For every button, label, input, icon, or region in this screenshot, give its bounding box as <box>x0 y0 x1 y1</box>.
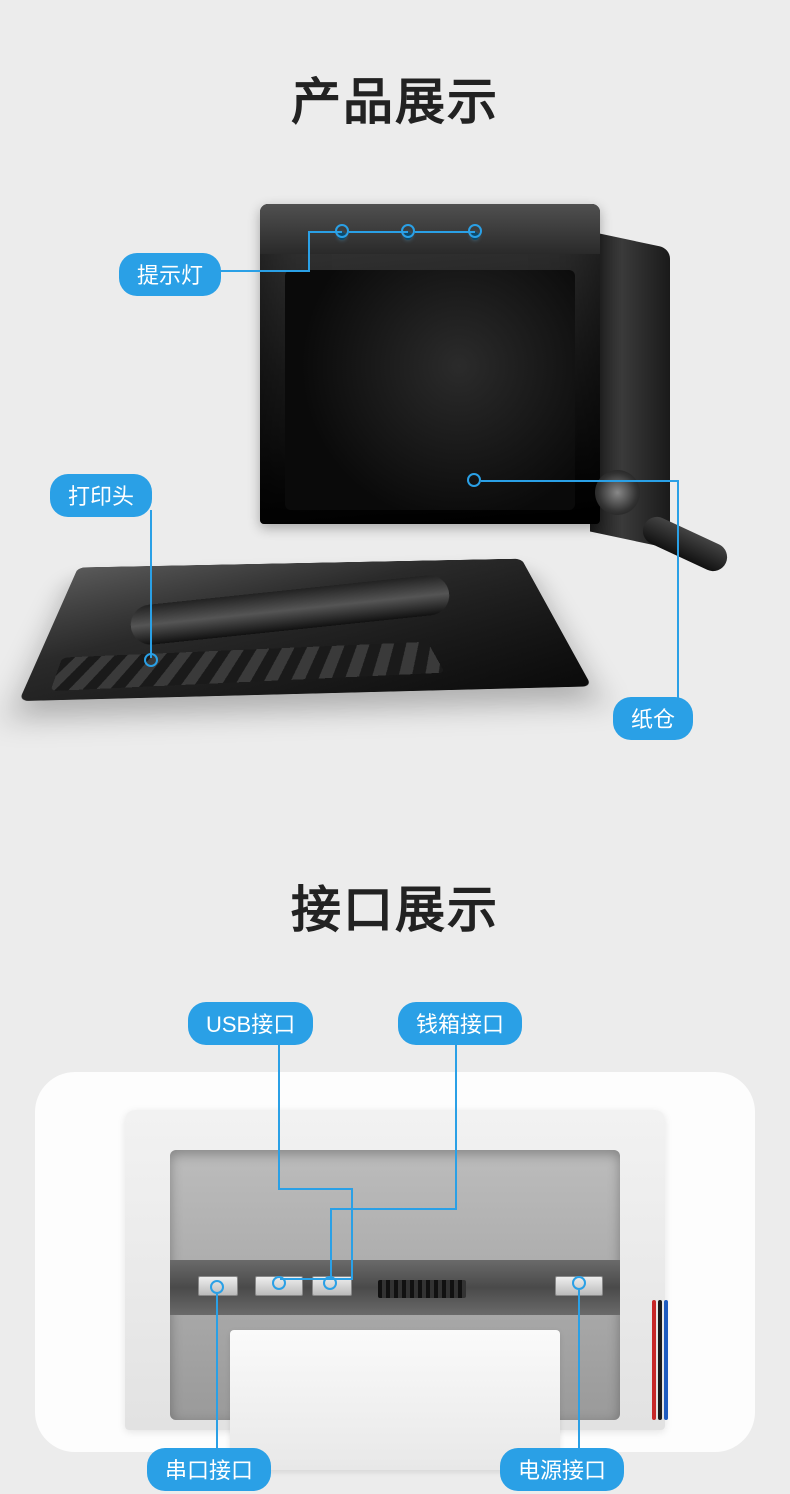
label-indicator: 提示灯 <box>119 253 221 296</box>
section2-title: 接口展示 <box>0 870 790 942</box>
callout-line <box>278 1188 353 1190</box>
callout-line <box>330 1208 332 1280</box>
cable-red <box>652 1300 656 1420</box>
section1-title: 产品展示 <box>0 62 790 134</box>
callout-line <box>308 231 310 271</box>
printer-inner <box>285 270 575 510</box>
callout-marker <box>272 1276 286 1290</box>
label-power: 电源接口 <box>500 1448 624 1491</box>
printer-top <box>260 204 600 254</box>
label-cashdr: 钱箱接口 <box>398 1002 522 1045</box>
callout-line <box>578 1290 580 1450</box>
callout-line <box>278 1038 280 1188</box>
callout-marker <box>572 1276 586 1290</box>
callout-line <box>351 1188 353 1278</box>
callout-line <box>349 231 408 233</box>
callout-marker <box>144 653 158 667</box>
label-usb: USB接口 <box>188 1002 313 1045</box>
label-paperbin: 纸仓 <box>613 697 693 740</box>
callout-line <box>220 270 310 272</box>
callout-marker <box>467 473 481 487</box>
callout-line <box>481 480 679 482</box>
callout-line <box>280 1278 353 1280</box>
cable-blue <box>664 1300 668 1420</box>
callout-line <box>150 510 152 658</box>
callout-line <box>415 231 475 233</box>
callout-marker <box>323 1276 337 1290</box>
label-printhead: 打印头 <box>50 474 152 517</box>
cable-black <box>658 1300 662 1420</box>
callout-line <box>677 480 679 700</box>
callout-line <box>216 1294 218 1450</box>
label-serial: 串口接口 <box>147 1448 271 1491</box>
callout-line <box>330 1208 457 1210</box>
callout-marker <box>210 1280 224 1294</box>
printer-hinge <box>595 470 640 515</box>
port-vent <box>378 1280 466 1298</box>
printer-lever <box>638 512 731 575</box>
callout-line <box>455 1038 457 1208</box>
callout-line <box>308 231 342 233</box>
